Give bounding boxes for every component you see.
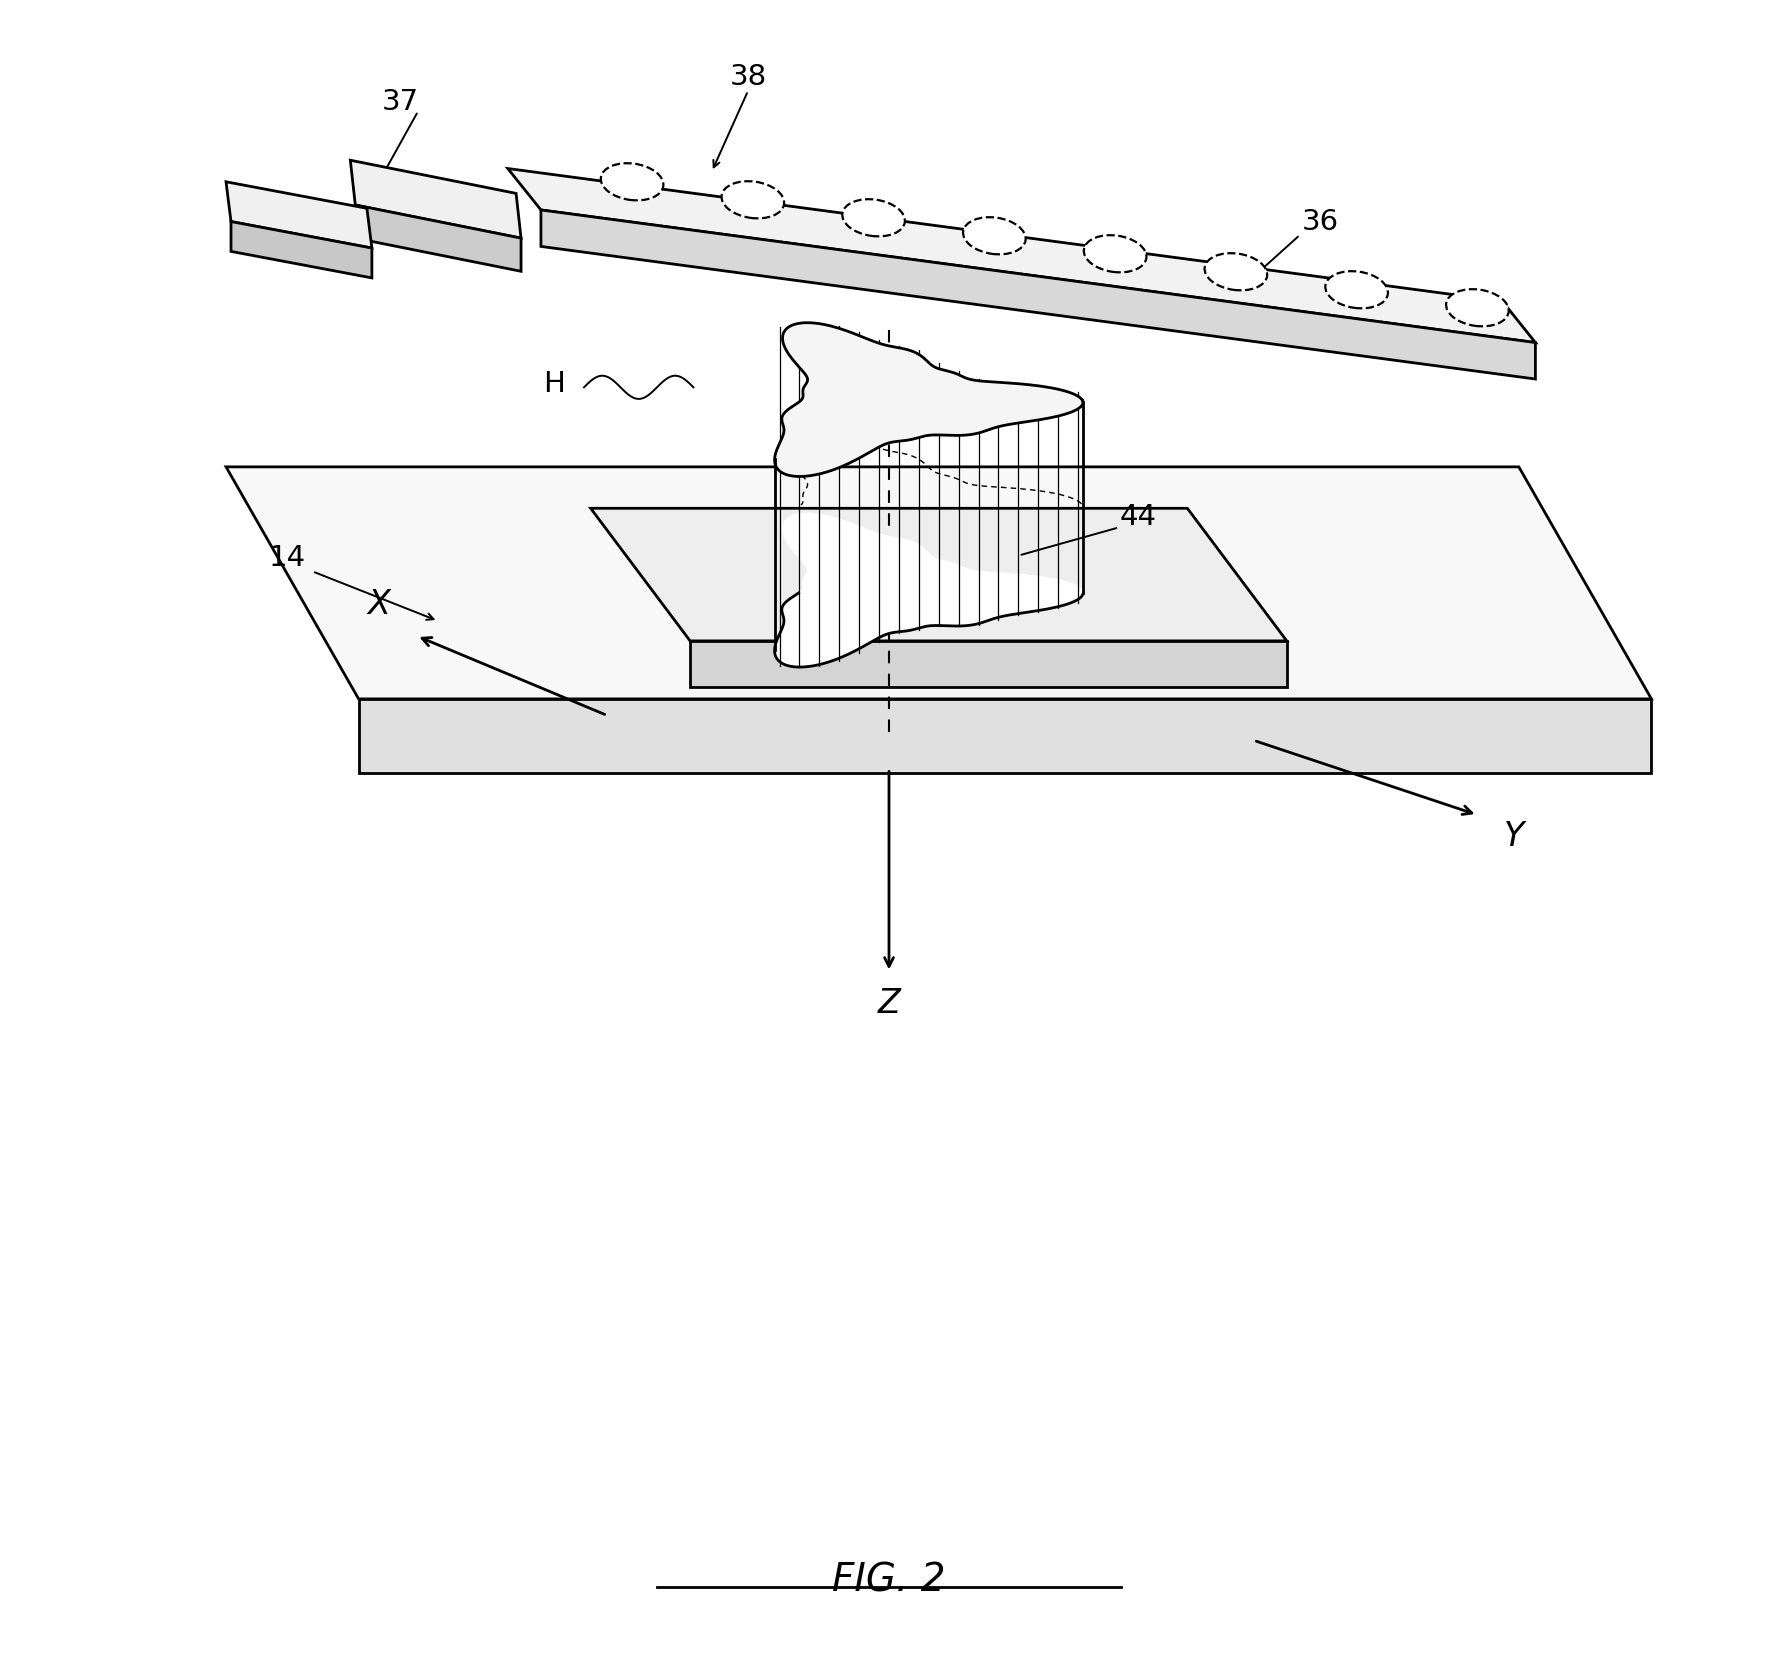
- Ellipse shape: [843, 200, 905, 236]
- Text: 44: 44: [1118, 502, 1156, 530]
- Text: Y: Y: [1504, 820, 1524, 853]
- Ellipse shape: [1085, 234, 1147, 273]
- Text: 36: 36: [1301, 208, 1339, 236]
- Polygon shape: [350, 160, 521, 238]
- Polygon shape: [690, 640, 1287, 687]
- Polygon shape: [775, 323, 1083, 477]
- Text: Z: Z: [878, 988, 900, 1021]
- Text: H: H: [544, 369, 565, 397]
- Text: X: X: [366, 589, 389, 620]
- Polygon shape: [509, 168, 1536, 343]
- Polygon shape: [226, 467, 1652, 698]
- Ellipse shape: [1204, 253, 1268, 291]
- Ellipse shape: [964, 218, 1026, 254]
- Polygon shape: [226, 181, 372, 248]
- Polygon shape: [356, 205, 521, 271]
- Ellipse shape: [1325, 271, 1389, 308]
- Polygon shape: [359, 698, 1652, 773]
- Polygon shape: [541, 210, 1536, 379]
- Text: 38: 38: [729, 63, 766, 91]
- Text: 14: 14: [268, 544, 306, 572]
- Polygon shape: [590, 509, 1287, 640]
- Text: 37: 37: [382, 88, 418, 116]
- Text: FIG. 2: FIG. 2: [832, 1562, 946, 1600]
- Ellipse shape: [601, 163, 663, 200]
- Polygon shape: [775, 514, 1083, 667]
- Ellipse shape: [1446, 289, 1510, 326]
- Ellipse shape: [722, 181, 784, 218]
- Polygon shape: [231, 221, 372, 278]
